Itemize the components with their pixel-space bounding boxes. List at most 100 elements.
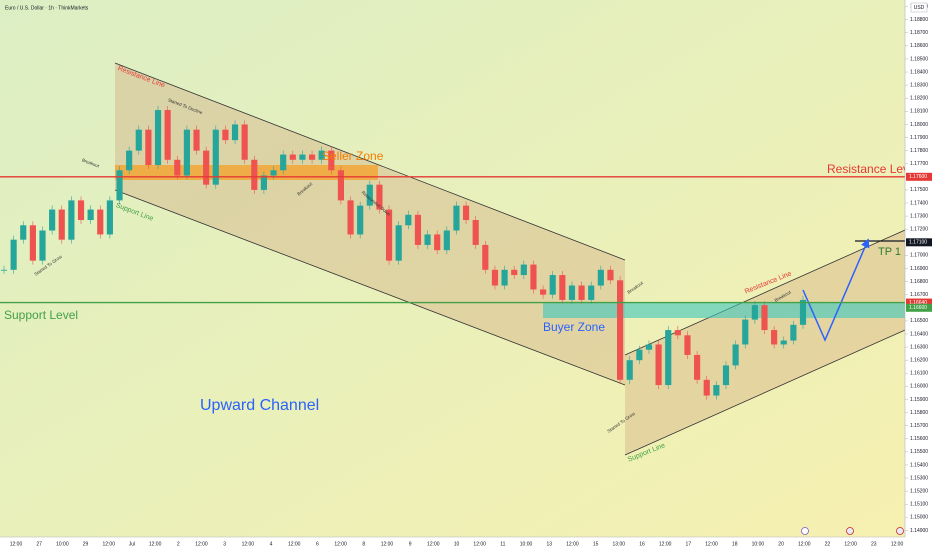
channel-line bbox=[114, 189, 626, 386]
candle bbox=[742, 319, 749, 345]
candle bbox=[231, 124, 239, 141]
candle bbox=[617, 280, 624, 380]
candle bbox=[318, 150, 325, 160]
candle bbox=[751, 305, 758, 320]
x-tick-label: 10 bbox=[454, 541, 460, 547]
y-tick-label: 1.18300 bbox=[910, 82, 928, 88]
candle bbox=[68, 200, 75, 240]
candle bbox=[472, 220, 479, 245]
y-tick-label: 1.18500 bbox=[910, 56, 928, 62]
candle bbox=[530, 264, 537, 290]
y-tick-label: 1.16000 bbox=[910, 384, 928, 390]
annotation: Upward Channel bbox=[200, 397, 319, 414]
candle bbox=[385, 209, 393, 261]
candle bbox=[799, 299, 807, 325]
x-tick-label: 12:00 bbox=[149, 541, 162, 547]
y-tick-label: 1.15600 bbox=[910, 436, 928, 442]
event-icon[interactable] bbox=[801, 527, 809, 535]
y-tick-label: 1.16700 bbox=[910, 292, 928, 298]
currency: USD bbox=[914, 5, 925, 11]
candle bbox=[260, 175, 267, 190]
candle bbox=[289, 154, 296, 160]
x-tick-label: 20 bbox=[778, 541, 784, 547]
candle bbox=[87, 209, 94, 221]
candle bbox=[39, 230, 46, 261]
candle bbox=[29, 225, 36, 261]
y-tick-label: 1.15300 bbox=[910, 475, 928, 481]
y-tick-label: 1.17200 bbox=[910, 227, 928, 233]
event-icon[interactable] bbox=[846, 527, 854, 535]
price-label-box bbox=[906, 303, 932, 312]
candle bbox=[540, 289, 547, 295]
x-tick-label: 10:00 bbox=[520, 541, 533, 547]
y-tick-label: 1.15800 bbox=[910, 410, 928, 416]
candle bbox=[135, 129, 142, 151]
price-label: 1.17100 bbox=[909, 240, 927, 246]
candle bbox=[722, 365, 730, 386]
x-tick-label: 12:00 bbox=[10, 541, 23, 547]
candle bbox=[645, 344, 653, 350]
candle bbox=[790, 324, 797, 341]
y-tick-label: 1.17400 bbox=[910, 200, 928, 206]
x-tick-label: 10:00 bbox=[56, 541, 69, 547]
x-tick-label: 12:00 bbox=[334, 541, 347, 547]
candle bbox=[10, 239, 17, 270]
event-icon[interactable] bbox=[896, 527, 904, 535]
x-tick-label: 2 bbox=[177, 541, 180, 547]
candle bbox=[308, 154, 316, 160]
x-tick-label: 13:00 bbox=[613, 541, 626, 547]
candle bbox=[549, 275, 556, 295]
candles bbox=[0, 106, 807, 400]
candle bbox=[568, 285, 576, 300]
candle bbox=[357, 205, 364, 235]
candle bbox=[366, 184, 373, 206]
y-tick-label: 1.16100 bbox=[910, 371, 928, 377]
x-tick-label: 11 bbox=[500, 541, 505, 547]
candle bbox=[674, 330, 681, 336]
candle bbox=[337, 170, 345, 201]
y-tick-label: 1.18000 bbox=[910, 122, 928, 128]
candle bbox=[434, 234, 441, 251]
x-tick-label: 12:00 bbox=[473, 541, 486, 547]
x-tick-label: 12:00 bbox=[798, 541, 811, 547]
x-tick-label: 9 bbox=[409, 541, 412, 547]
candle bbox=[193, 129, 200, 151]
x-tick-label: 29 bbox=[83, 541, 89, 547]
candle bbox=[0, 269, 8, 271]
buyer-zone bbox=[543, 302, 910, 318]
annotation: Breakout bbox=[81, 157, 100, 168]
y-tick-label: 1.15900 bbox=[910, 397, 928, 403]
y-tick-label: 1.14900 bbox=[910, 528, 928, 534]
candle bbox=[694, 354, 701, 380]
price-label-box bbox=[906, 238, 932, 247]
candle bbox=[270, 170, 277, 176]
y-tick-label: 1.16400 bbox=[910, 331, 928, 337]
candle bbox=[520, 264, 527, 276]
candle bbox=[174, 159, 181, 176]
candle bbox=[405, 214, 412, 226]
candle bbox=[164, 110, 171, 160]
candle bbox=[607, 269, 614, 281]
candle bbox=[203, 150, 210, 185]
candle bbox=[376, 184, 383, 210]
annotation: Buyer Zone bbox=[543, 320, 605, 334]
x-tick-label: 17 bbox=[686, 541, 692, 547]
candle bbox=[482, 244, 489, 270]
price-label: 1.16600 bbox=[909, 305, 927, 311]
price-axis bbox=[905, 0, 932, 550]
x-tick-label: 13 bbox=[546, 541, 552, 547]
x-tick-label: 22 bbox=[825, 541, 831, 547]
x-tick-label: 12:00 bbox=[288, 541, 301, 547]
y-tick-label: 1.17900 bbox=[910, 135, 928, 141]
y-tick-label: 1.18100 bbox=[910, 109, 928, 115]
x-tick-label: 10:00 bbox=[752, 541, 765, 547]
candle bbox=[145, 129, 152, 166]
candle bbox=[626, 360, 633, 380]
y-tick-label: 1.17700 bbox=[910, 161, 928, 167]
price-label: 1.16640 bbox=[909, 300, 927, 306]
y-tick-label: 1.17300 bbox=[910, 213, 928, 219]
candle bbox=[58, 209, 65, 240]
candle bbox=[491, 269, 499, 286]
x-tick-label: 27 bbox=[36, 541, 42, 547]
